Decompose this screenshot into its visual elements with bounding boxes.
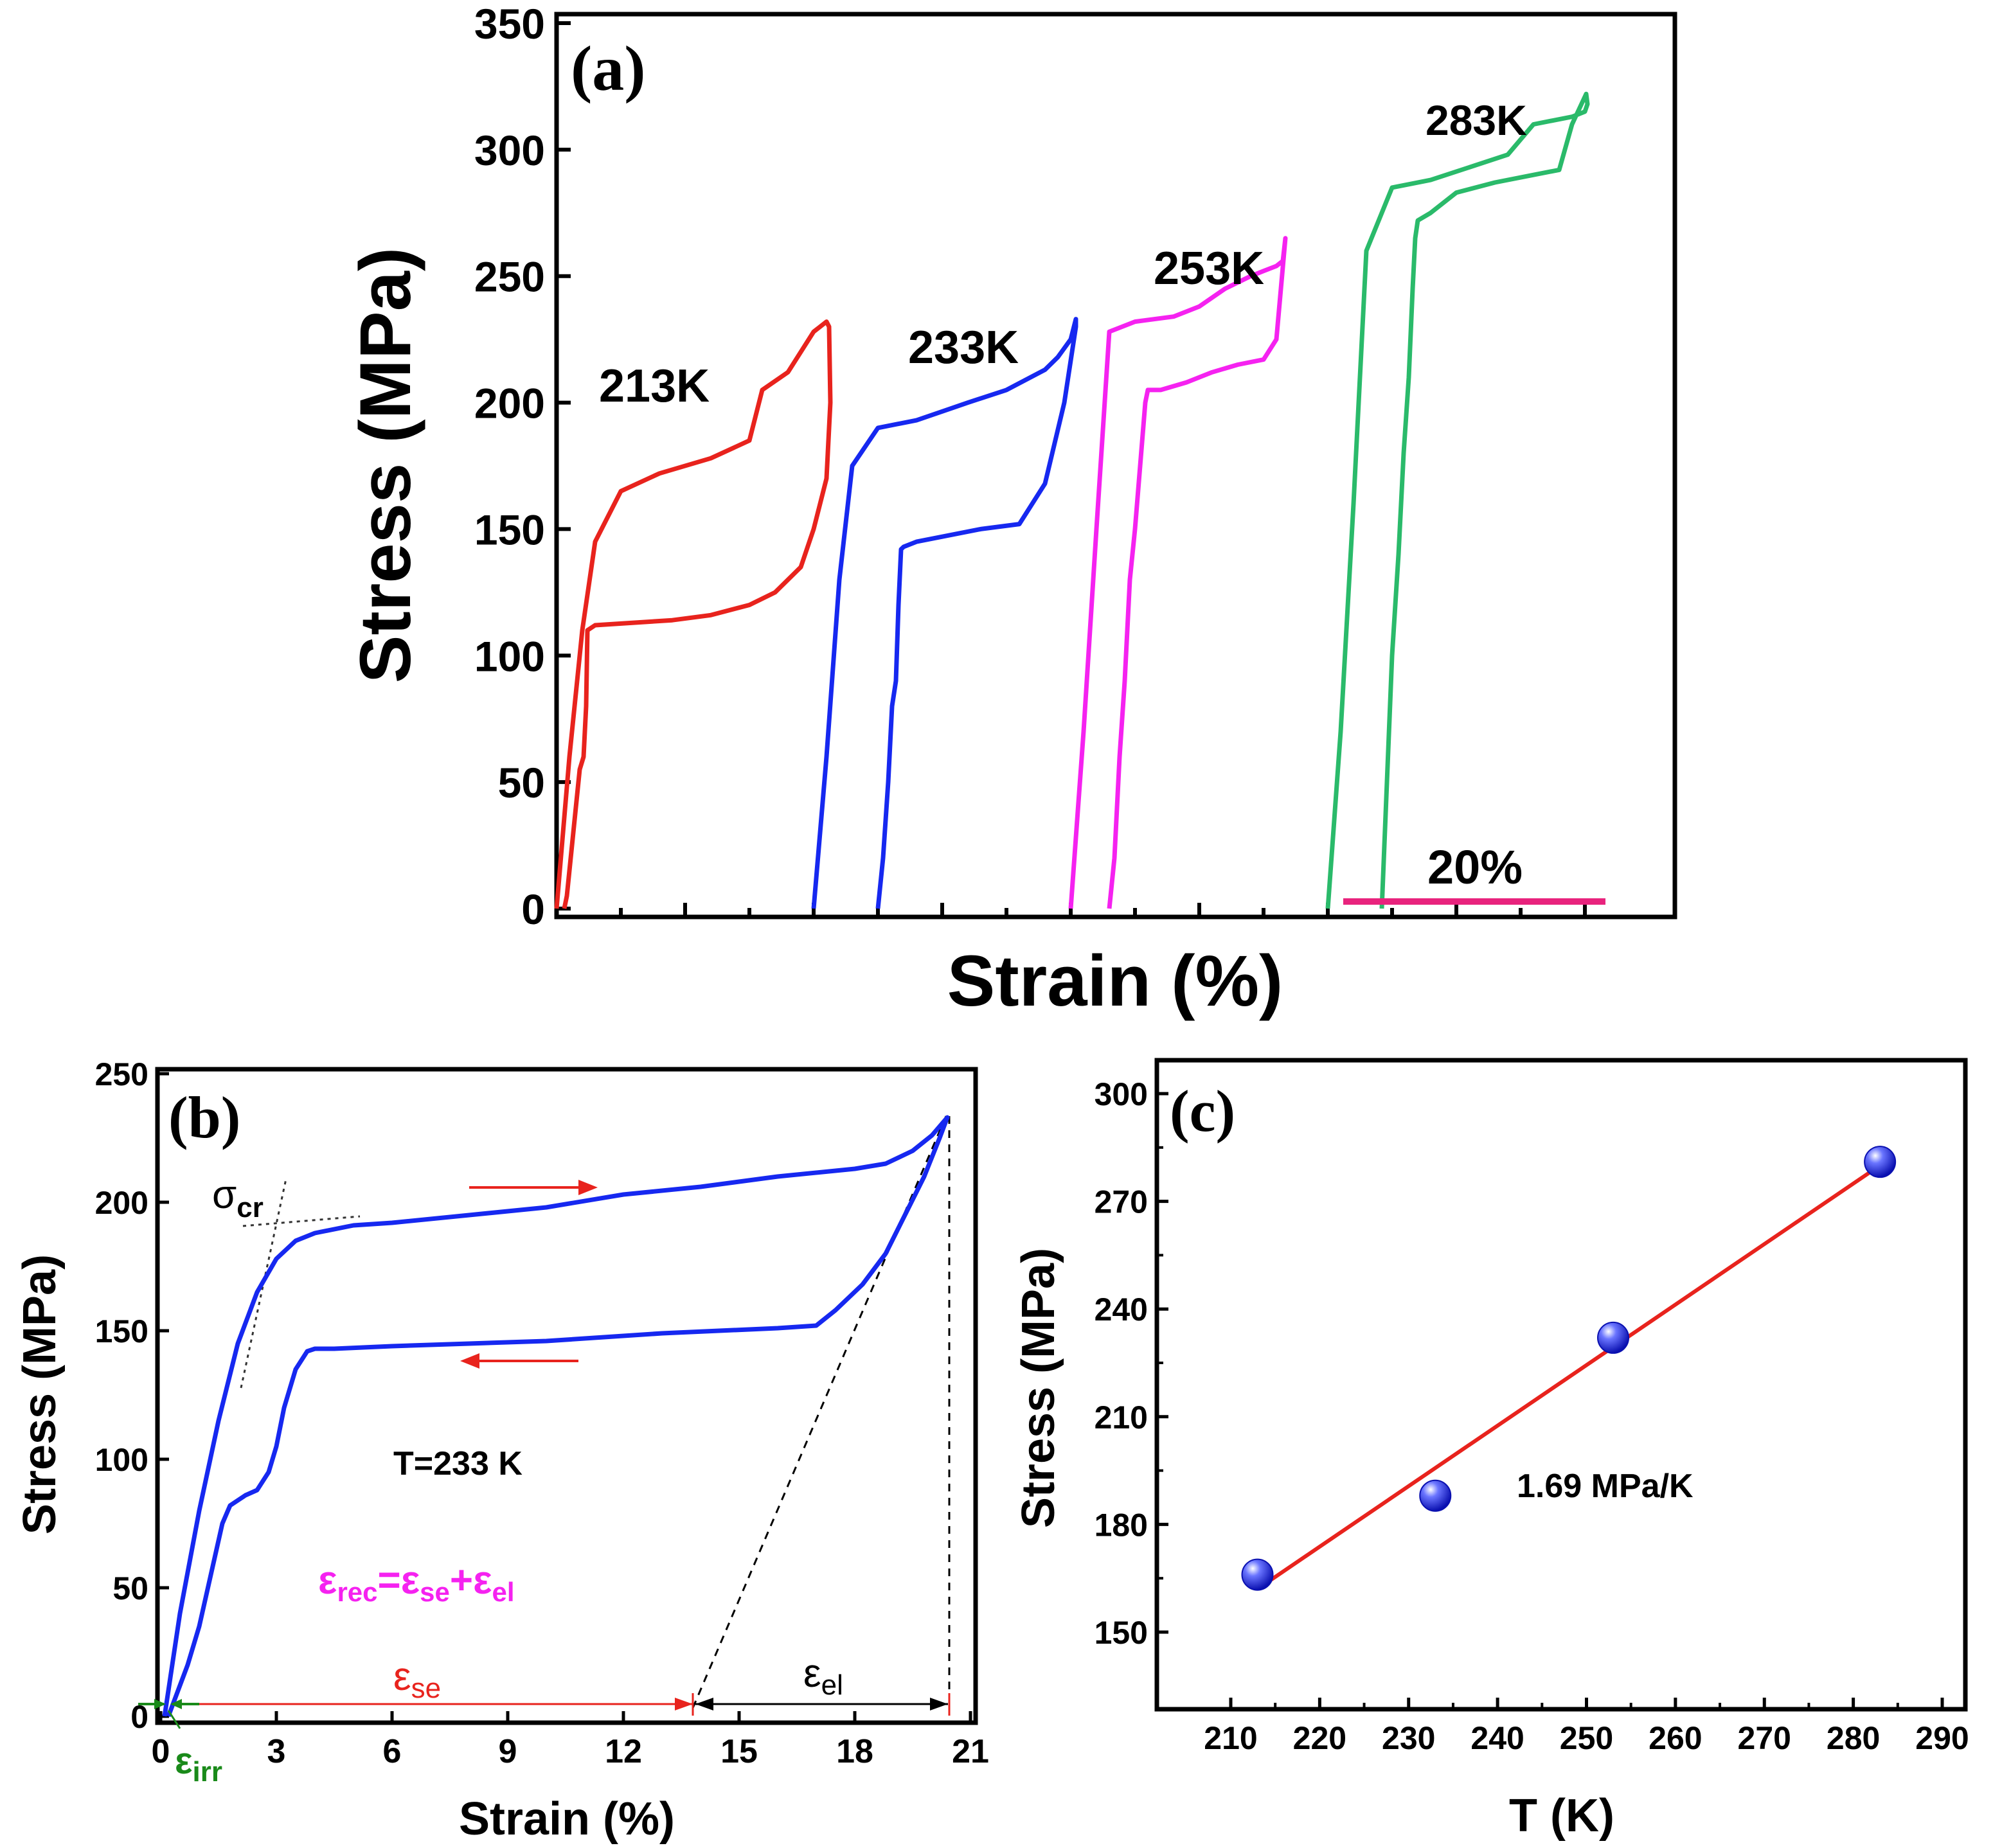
- panel-c-y-tick-label: 270: [1095, 1184, 1148, 1220]
- panel-c-y-ticks: 150 180 210 240 270 300: [1095, 1076, 1168, 1651]
- panel-b-sigma-cr-label: σcr: [212, 1173, 264, 1223]
- panel-a-series-253k: [1068, 236, 1288, 909]
- panel-c-data-point: [1419, 1479, 1452, 1512]
- panel-b-x-tick-label: 21: [952, 1733, 989, 1770]
- panel-b-eps-irr-label: εirr: [175, 1740, 222, 1788]
- panel-c-fit-label: 1.69 MPa/K: [1517, 1468, 1694, 1505]
- panel-c-x-tick-label: 270: [1738, 1720, 1791, 1756]
- panel-b-x-tick-label: 3: [267, 1733, 286, 1770]
- panel-b-label: (b): [168, 1085, 240, 1150]
- panel-c-x-tick-label: 260: [1649, 1720, 1702, 1756]
- panel-b-y-axis-label: Stress (MPa): [14, 1254, 66, 1534]
- panel-c-x-tick-label: 280: [1827, 1720, 1880, 1756]
- panel-c-x-tick-label: 290: [1915, 1720, 1969, 1756]
- panel-c-x-axis-label: T (K): [1509, 1790, 1614, 1842]
- panel-c-y-axis-label: Stress (MPa): [1013, 1248, 1064, 1528]
- panel-c-y-tick-label: 150: [1095, 1615, 1148, 1651]
- panel-c-fit-segment: [1256, 1164, 1881, 1591]
- panel-b-x-tick-label: 0: [152, 1733, 170, 1770]
- panel-a-series-233k: [811, 317, 1078, 909]
- panel-b-eps-el-span: [695, 1693, 951, 1716]
- panel-a-curves: [554, 91, 1590, 909]
- panel-b-series-curve: [162, 1115, 950, 1718]
- panel-c: (c) 150 180 210 240 270 300 210 220 230 240 250 26…: [1013, 1058, 1969, 1842]
- panel-c-fit-line: [1256, 1164, 1881, 1591]
- panel-c-x-tick-label: 210: [1204, 1720, 1257, 1756]
- panel-a-label: (a): [571, 33, 646, 104]
- panel-a-y-tick-label: 100: [474, 632, 545, 680]
- panel-c-frame: [1154, 1058, 1968, 1712]
- panel-b: (b) 0 50 100 150 200 250 0 3 6 9 12 15 18 21 σcr T=2…: [14, 1056, 989, 1845]
- panel-c-x-ticks: 210 220 230 240 250 260 270 280 290: [1204, 1698, 1969, 1756]
- panel-b-curves: [162, 1115, 950, 1718]
- panel-c-x-tick-label: 220: [1293, 1720, 1346, 1756]
- panel-b-y-tick-label: 100: [95, 1442, 148, 1478]
- panel-a-x-axis-label: Strain (%): [947, 941, 1283, 1021]
- panel-b-eps-el-label: εel: [803, 1651, 843, 1701]
- panel-b-y-tick-label: 200: [95, 1185, 148, 1221]
- panel-c-y-tick-label: 210: [1095, 1399, 1148, 1435]
- panel-c-x-tick-label: 240: [1470, 1720, 1524, 1756]
- panel-b-y-tick-label: 150: [95, 1313, 148, 1349]
- panel-b-equation: εrec=εse+εel: [318, 1558, 515, 1607]
- panel-a-y-tick-label: 200: [474, 380, 545, 427]
- panel-a-series-label-233k: 233K: [908, 322, 1019, 373]
- panel-a-scale-bar-label: 20%: [1427, 840, 1523, 894]
- panel-b-x-tick-label: 15: [720, 1733, 758, 1770]
- panel-a-series-label-283k: 283K: [1425, 96, 1527, 144]
- panel-c-x-tick-label: 250: [1560, 1720, 1613, 1756]
- panel-c-data-point: [1597, 1321, 1630, 1354]
- panel-b-sigma-tangent-1: [240, 1178, 287, 1389]
- panel-b-frame: [155, 1067, 978, 1725]
- panel-b-unloading-arrow: [460, 1353, 578, 1369]
- panel-a-y-tick-label: 150: [474, 506, 545, 553]
- panel-a-y-tick-label: 50: [498, 759, 545, 806]
- panel-c-y-tick-label: 180: [1095, 1507, 1148, 1543]
- panel-c-x-tick-label: 230: [1382, 1720, 1435, 1756]
- panel-c-data-point: [1241, 1558, 1274, 1591]
- panel-b-temperature-label: T=233 K: [393, 1445, 523, 1482]
- panel-a-y-ticks: 0 50 100 150 200 250 300 350: [474, 0, 571, 933]
- panel-b-x-tick-label: 18: [836, 1733, 873, 1770]
- panel-a-y-tick-label: 0: [521, 885, 545, 933]
- panel-a-y-tick-label: 350: [474, 0, 545, 48]
- panel-b-y-tick-label: 250: [95, 1056, 148, 1092]
- panel-a-frame: [554, 12, 1677, 920]
- panel-c-points: [1241, 1146, 1897, 1591]
- panel-b-eps-se-span: [174, 1693, 694, 1716]
- panel-a-series-label-253k: 253K: [1154, 243, 1264, 294]
- panel-b-x-ticks: 0 3 6 9 12 15 18 21: [152, 1711, 989, 1770]
- panel-b-construction-lines: [240, 1115, 951, 1712]
- panel-b-y-tick-label: 50: [112, 1570, 148, 1606]
- panel-b-x-axis-label: Strain (%): [459, 1793, 675, 1845]
- panel-b-eps-se-label: εse: [393, 1655, 441, 1704]
- panel-a-series-283k: [1325, 91, 1590, 909]
- panel-a: (a) 0 50 100 150 200 250 300 350 213K 233K 253K…: [345, 0, 1677, 1021]
- panel-b-loading-arrow: [469, 1180, 598, 1195]
- panel-c-y-tick-label: 240: [1095, 1292, 1148, 1328]
- panel-c-data-point: [1864, 1146, 1897, 1178]
- panel-b-x-tick-label: 12: [605, 1733, 642, 1770]
- panel-a-y-tick-label: 250: [474, 253, 545, 301]
- panel-b-x-tick-label: 6: [383, 1733, 402, 1770]
- panel-a-y-axis-label: Stress (MPa): [345, 247, 425, 683]
- panel-a-series-213k: [554, 319, 833, 909]
- panel-a-series-label-213k: 213K: [599, 360, 710, 412]
- panel-c-label: (c): [1170, 1078, 1235, 1144]
- panel-b-eps-irr-arrows: [138, 1699, 199, 1729]
- panel-c-y-tick-label: 300: [1095, 1076, 1148, 1112]
- panel-b-x-tick-label: 9: [499, 1733, 517, 1770]
- panel-a-y-tick-label: 300: [474, 127, 545, 174]
